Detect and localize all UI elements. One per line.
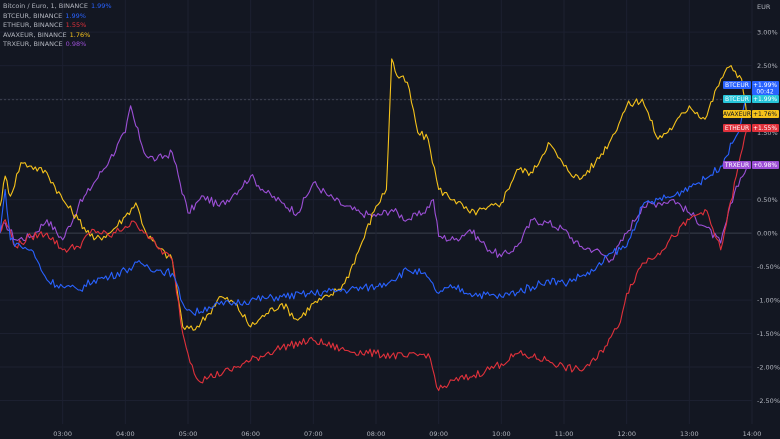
price-tag-symbol-bg xyxy=(723,81,751,89)
legend-name: Bitcoin / Euro, 1, BINANCE xyxy=(3,2,88,10)
price-tag-symbol: BTCEUR xyxy=(725,82,749,89)
series-line-btceur[interactable] xyxy=(0,99,748,316)
price-tag-symbol-bg xyxy=(723,110,751,118)
y-tick-label: 2.50% xyxy=(757,62,778,70)
x-axis[interactable]: 03:00 04:00 05:00 06:00 07:00 08:00 09:00 10:00… xyxy=(53,430,761,438)
price-tag-value-bg xyxy=(752,161,779,169)
price-tag-value: +1.99% xyxy=(753,82,777,89)
y-tick-label: 0.50% xyxy=(757,196,778,204)
currency-label: EUR xyxy=(757,3,771,11)
price-tag-value: +1.99% xyxy=(753,96,777,103)
legend-value: 1.99% xyxy=(65,11,86,20)
y-tick-label: 0.00% xyxy=(757,230,778,238)
price-tag-value: +1.76% xyxy=(753,111,777,118)
price-tag-countdown: 00:42 xyxy=(756,89,773,96)
y-tick-label: -1.50% xyxy=(757,330,780,338)
price-tag: AVAXEUR +1.76% xyxy=(723,110,779,118)
legend-row[interactable]: AVAXEUR, BINANCE 1.76% xyxy=(3,31,112,41)
x-tick-label: 11:00 xyxy=(555,430,574,438)
x-tick-label: 12:00 xyxy=(617,430,636,438)
legend-row[interactable]: Bitcoin / Euro, 1, BINANCE 1.99% xyxy=(3,2,112,12)
legend-value: 1.99% xyxy=(90,2,112,10)
y-tick-label: 1.50% xyxy=(757,129,778,137)
price-tag-value: +0.98% xyxy=(753,162,777,169)
price-tag-symbol: ETHEUR xyxy=(725,125,749,132)
x-tick-label: 03:00 xyxy=(53,430,72,438)
y-tick-label: -2.00% xyxy=(757,364,780,372)
legend-name: BTCEUR, BINANCE xyxy=(3,11,63,20)
grid xyxy=(0,0,753,424)
price-tag-symbol-bg xyxy=(723,161,751,169)
series-line-trxeur[interactable] xyxy=(0,105,748,263)
y-tick-label: 3.00% xyxy=(757,29,778,37)
x-tick-label: 04:00 xyxy=(116,430,135,438)
legend-row[interactable]: TRXEUR, BINANCE 0.98% xyxy=(3,40,112,50)
price-tag-symbol-bg xyxy=(723,124,751,132)
x-tick-label: 10:00 xyxy=(492,430,511,438)
x-tick-label: 14:00 xyxy=(743,430,762,438)
legend-row[interactable]: ETHEUR, BINANCE 1.55% xyxy=(3,21,112,31)
price-tag: TRXEUR +0.98% xyxy=(723,161,779,169)
x-tick-label: 06:00 xyxy=(241,430,260,438)
y-tick-label: -1.00% xyxy=(757,297,780,305)
x-tick-label: 13:00 xyxy=(680,430,699,438)
price-tag: BTCEUR +1.99% xyxy=(723,95,779,103)
price-tag-value-bg xyxy=(752,110,779,118)
price-tag-value-bg xyxy=(752,81,779,95)
price-tag-value-bg xyxy=(752,95,779,103)
price-tag-symbol: AVAXEUR xyxy=(723,111,751,118)
legend-row[interactable]: BTCEUR, BINANCE 1.99% xyxy=(3,12,112,22)
price-tag-value: +1.55% xyxy=(753,125,777,132)
x-tick-label: 07:00 xyxy=(304,430,323,438)
legend-value: 1.76% xyxy=(69,30,91,39)
price-tag-symbol: BTCEUR xyxy=(725,96,749,103)
legend-value: 0.98% xyxy=(65,40,87,49)
legend-name: ETHEUR, BINANCE xyxy=(3,21,63,30)
x-tick-label: 08:00 xyxy=(367,430,386,438)
price-tag-symbol-bg xyxy=(723,95,751,103)
series-line-avaxeur[interactable] xyxy=(0,58,748,331)
legend-value: 1.55% xyxy=(65,21,87,30)
price-tag: BTCEUR +1.99%00:42 xyxy=(723,81,779,96)
x-tick-label: 09:00 xyxy=(429,430,448,438)
series-layer xyxy=(0,58,748,392)
price-tag-symbol: TRXEUR xyxy=(724,162,749,169)
y-tick-label: -2.50% xyxy=(757,397,780,405)
price-tag-value-bg xyxy=(752,124,779,132)
legend: Bitcoin / Euro, 1, BINANCE 1.99% BTCEUR, … xyxy=(3,2,112,50)
y-tick-label: -0.50% xyxy=(757,263,780,271)
price-tag: ETHEUR +1.55% xyxy=(723,124,779,132)
legend-name: TRXEUR, BINANCE xyxy=(3,40,63,49)
series-line-etheur[interactable] xyxy=(0,129,748,392)
x-tick-label: 05:00 xyxy=(179,430,198,438)
price-tags: BTCEUR +1.99%00:42 BTCEUR +1.99% AVAXEUR +1.7… xyxy=(723,81,779,169)
legend-name: AVAXEUR, BINANCE xyxy=(3,30,67,39)
